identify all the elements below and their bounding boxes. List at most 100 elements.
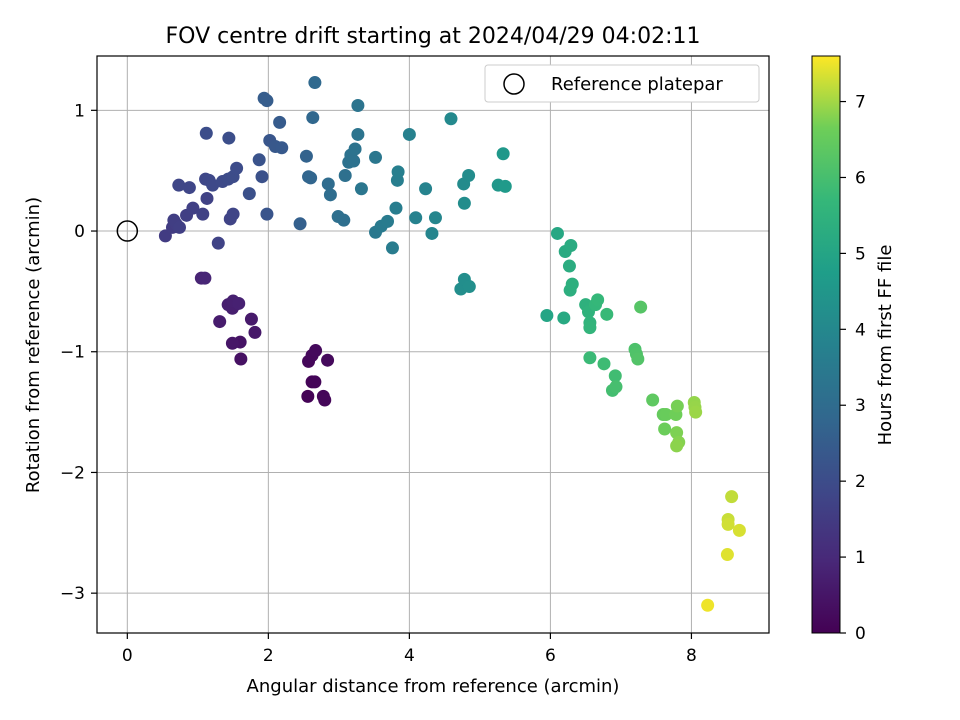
data-point: [496, 147, 510, 161]
x-tick-label: 2: [263, 646, 274, 666]
chart-title: FOV centre drift starting at 2024/04/29 …: [166, 24, 701, 49]
data-point: [321, 353, 335, 367]
data-point: [583, 351, 597, 365]
data-point: [309, 344, 323, 358]
data-point: [670, 426, 684, 440]
colorbar-tick-label: 3: [855, 396, 866, 416]
legend-box: [484, 64, 760, 103]
data-point: [631, 352, 645, 366]
data-point: [591, 293, 605, 307]
data-point: [425, 226, 439, 240]
data-point: [230, 161, 244, 175]
y-axis-ticks: 1 0 −1 −2 −3: [60, 101, 97, 604]
data-point: [597, 357, 611, 371]
colorbar-tick-label: 1: [855, 548, 866, 568]
data-point: [347, 154, 361, 168]
data-point: [260, 94, 274, 108]
colorbar-tick-label: 2: [855, 472, 866, 492]
data-point: [222, 131, 236, 145]
data-point: [306, 111, 320, 125]
data-point: [242, 187, 256, 201]
data-point: [172, 178, 186, 192]
data-point: [609, 380, 623, 394]
colorbar-ticks: 0 1 2 3 4 5 6 7: [840, 93, 866, 644]
data-point: [462, 169, 476, 183]
data-point: [351, 98, 365, 112]
data-point: [301, 389, 315, 403]
data-point: [206, 178, 220, 192]
data-point: [273, 115, 287, 129]
x-tick-label: 6: [545, 646, 556, 666]
y-tick-label: 1: [74, 101, 85, 121]
data-point: [299, 149, 313, 163]
colorbar-tick-label: 5: [855, 244, 866, 264]
x-tick-label: 8: [686, 646, 697, 666]
colorbar-tick-label: 6: [855, 168, 866, 188]
data-point: [658, 422, 672, 436]
data-point: [498, 179, 512, 193]
data-point: [186, 201, 200, 215]
data-point: [211, 236, 225, 250]
x-axis-ticks: 0 2 4 6 8: [122, 633, 697, 666]
grid-lines: [97, 56, 769, 633]
data-point: [199, 126, 213, 140]
data-point: [304, 171, 318, 185]
plot-frame: [96, 55, 770, 634]
data-point: [226, 207, 240, 221]
legend-label: Reference platepar: [551, 74, 723, 95]
data-point: [385, 241, 399, 255]
data-point: [457, 196, 471, 210]
data-point: [232, 296, 246, 310]
data-point: [248, 325, 262, 339]
data-point: [337, 213, 351, 227]
data-point: [564, 239, 578, 253]
data-point: [308, 375, 322, 389]
data-point: [409, 211, 423, 225]
data-point: [608, 369, 622, 383]
data-point: [659, 408, 673, 422]
data-point: [200, 191, 214, 205]
data-point: [338, 169, 352, 183]
data-point: [182, 181, 196, 195]
y-axis-label: Rotation from reference (arcmin): [23, 197, 44, 493]
x-tick-label: 0: [122, 646, 133, 666]
reference-platepar-marker: [116, 220, 139, 242]
colorbar-tick-label: 7: [855, 93, 866, 113]
data-point: [670, 439, 684, 453]
data-point: [562, 259, 576, 273]
data-point: [720, 548, 734, 562]
colorbar-label: Hours from first FF file: [875, 245, 896, 446]
data-point: [634, 300, 648, 314]
data-point: [557, 311, 571, 325]
data-point: [196, 207, 210, 221]
x-tick-label: 4: [404, 646, 415, 666]
data-point: [369, 150, 383, 164]
data-point: [321, 177, 335, 191]
data-point: [323, 188, 337, 202]
legend-marker-icon: [503, 73, 525, 95]
y-tick-label: −3: [60, 584, 85, 604]
data-point: [583, 321, 597, 335]
data-point: [444, 112, 458, 126]
data-point: [600, 307, 614, 321]
data-point: [732, 523, 746, 537]
plot-area: [97, 56, 769, 633]
data-point: [213, 315, 227, 329]
data-point: [293, 217, 307, 231]
data-point: [721, 517, 735, 531]
data-point: [670, 399, 684, 413]
data-point: [689, 405, 703, 419]
data-point: [540, 309, 554, 323]
y-tick-label: −1: [60, 343, 85, 363]
data-point: [260, 207, 274, 221]
data-point: [402, 127, 416, 141]
data-point: [234, 352, 248, 366]
data-point: [565, 277, 579, 291]
data-points: [158, 76, 746, 612]
data-point: [389, 201, 403, 215]
y-tick-label: −2: [60, 463, 85, 483]
data-point: [225, 336, 239, 350]
colorbar-tick-label: 4: [855, 320, 866, 340]
data-point: [348, 142, 362, 156]
